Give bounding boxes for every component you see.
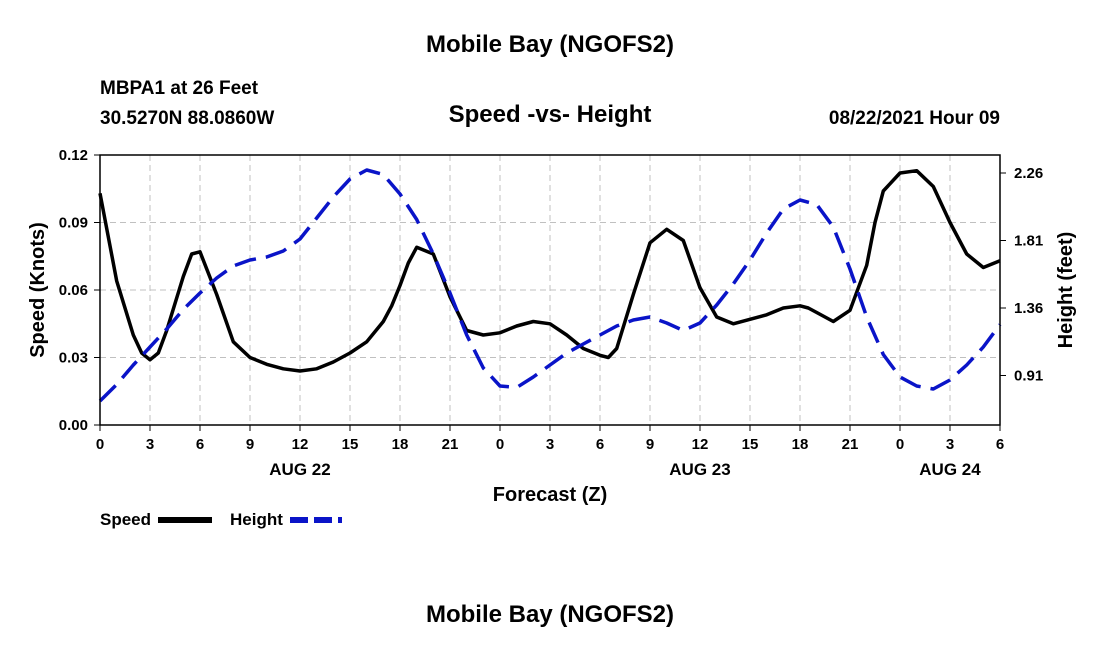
station-label: MBPA1 at 26 Feet	[100, 78, 259, 99]
x-tick-label: 18	[392, 436, 409, 453]
x-tick-label: 15	[342, 436, 359, 453]
x-tick-label: 12	[292, 436, 309, 453]
height-series-line	[98, 168, 1002, 403]
x-tick-label: 21	[442, 436, 459, 453]
chart-subtitle: Speed -vs- Height	[448, 101, 652, 128]
right-tick-label: 2.26	[1014, 165, 1043, 182]
x-tick-label: 3	[546, 436, 554, 453]
chart-bottom-title: Mobile Bay (NGOFS2)	[425, 601, 675, 628]
plot-frame	[99, 154, 1001, 426]
x-tick-label: 6	[996, 436, 1004, 453]
left-tick-label: 0.00	[59, 417, 88, 434]
left-tick-label: 0.06	[59, 282, 88, 299]
left-tick-label: 0.12	[59, 147, 88, 164]
date-label: AUG 23	[669, 460, 730, 479]
right-tick-label: 0.91	[1014, 368, 1043, 385]
legend-label-speed: Speed	[100, 510, 151, 529]
x-tick-label: 6	[196, 436, 204, 453]
x-axis-title: Forecast (Z)	[493, 484, 607, 506]
right-axis-title: Height (feet)	[1055, 232, 1077, 349]
date-label: AUG 22	[269, 460, 330, 479]
speed-height-chart: 0 3 6 9 12 15 18 21 0 3 6 9 12 15 18 21 0 3 6 0.00 0.03 0.06 0…	[27, 147, 1077, 529]
x-tick-label: 6	[596, 436, 604, 453]
legend-label-height: Height	[230, 510, 283, 529]
left-tick-label: 0.09	[59, 215, 88, 232]
x-tick-label: 0	[896, 436, 904, 453]
x-tick-label: 21	[842, 436, 859, 453]
x-tick-label: 9	[246, 436, 254, 453]
speed-series-line	[98, 168, 1001, 373]
run-time-label: 08/22/2021 Hour 09	[828, 108, 1000, 129]
x-tick-label: 3	[146, 436, 154, 453]
coordinates-label: 30.5270N 88.0860W	[100, 108, 275, 129]
left-tick-label: 0.03	[59, 350, 88, 367]
x-tick-label: 15	[742, 436, 759, 453]
left-axis-title: Speed (Knots)	[27, 222, 49, 358]
x-tick-label: 18	[792, 436, 809, 453]
x-tick-label: 12	[692, 436, 709, 453]
right-tick-label: 1.81	[1014, 233, 1043, 250]
x-tick-label: 0	[96, 436, 104, 453]
date-label: AUG 24	[919, 460, 981, 479]
chart-top-title: Mobile Bay (NGOFS2)	[425, 31, 675, 58]
right-tick-label: 1.36	[1014, 300, 1043, 317]
x-tick-label: 0	[496, 436, 504, 453]
x-tick-label: 3	[946, 436, 954, 453]
x-tick-label: 9	[646, 436, 654, 453]
